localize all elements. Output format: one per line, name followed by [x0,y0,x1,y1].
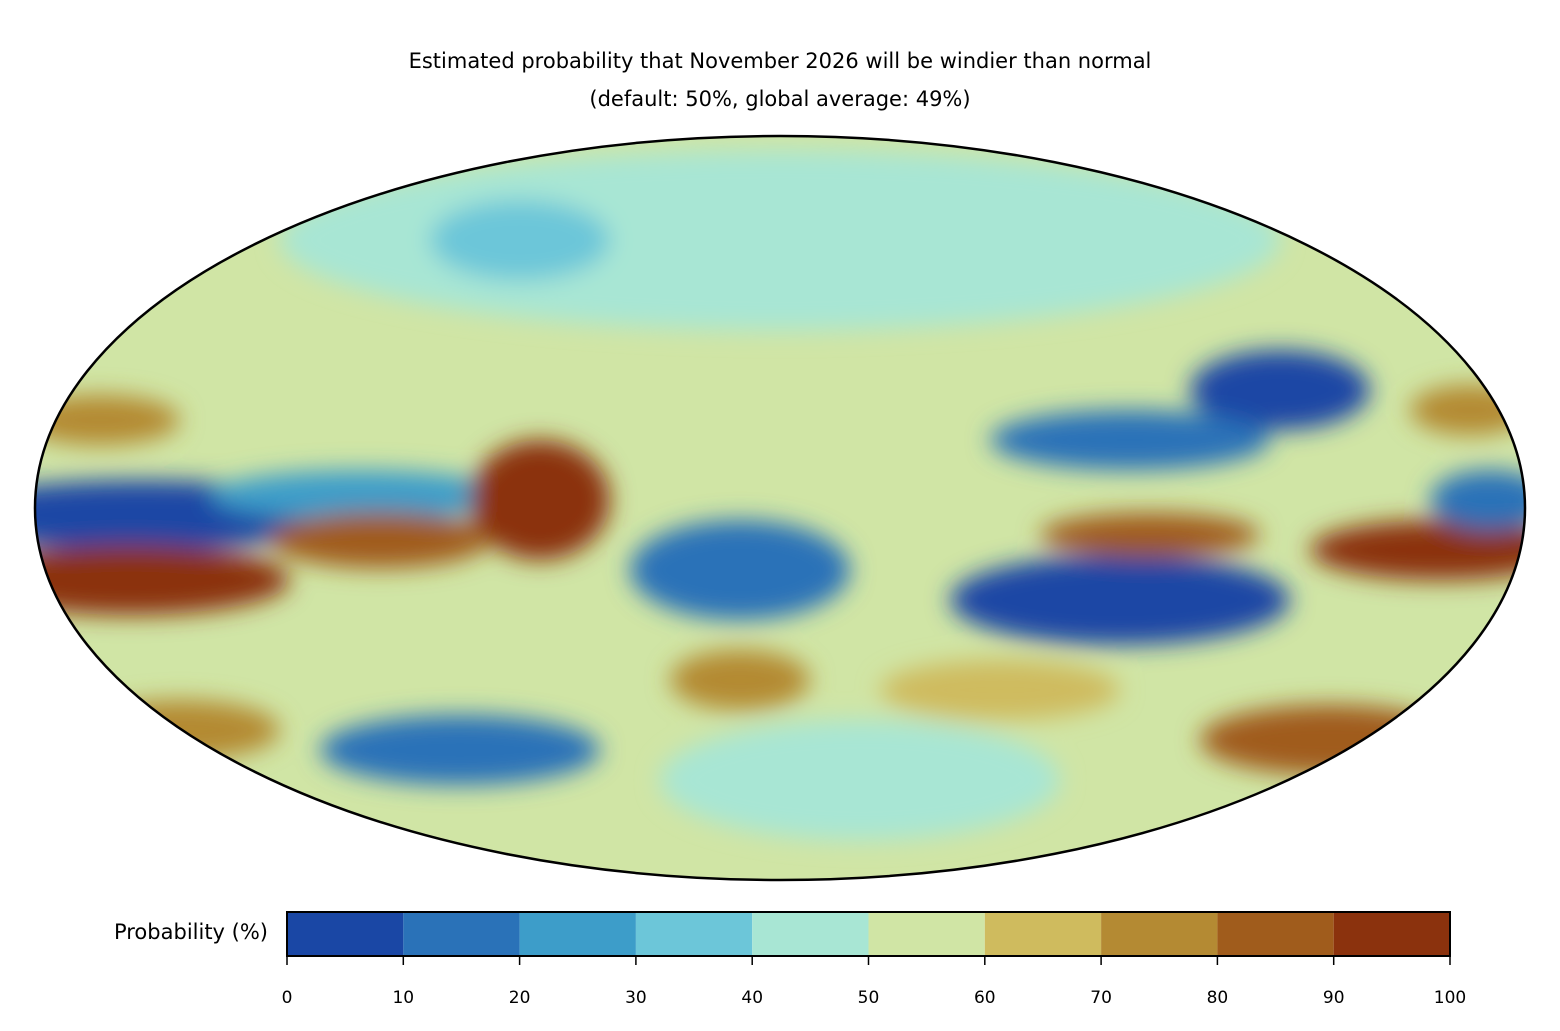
colorbar-segment [1333,912,1450,956]
tick-label: 30 [625,988,647,1008]
title-line: Estimated probability that November 2026… [409,49,1152,73]
tick-label: 100 [1434,988,1466,1008]
tick-label: 10 [392,988,414,1008]
colorbar-segment [1101,912,1218,956]
tick-label: 0 [282,988,293,1008]
colorbar-segment [519,912,636,956]
colorbar-segment [752,912,869,956]
tick-label: 20 [509,988,531,1008]
tick-label: 50 [858,988,880,1008]
map [35,136,1525,880]
colorbar-segment [1217,912,1334,956]
colorbar: 0 10 20 30 40 50 60 70 80 90 100 [282,911,1466,1008]
colorbar-label: Probability (%) [114,920,268,944]
subtitle-line: (default: 50%, global average: 49%) [589,87,970,111]
tick-label: 80 [1207,988,1229,1008]
colorbar-segment [635,912,753,956]
tick-label: 90 [1323,988,1345,1008]
colorbar-segment [287,912,404,956]
tick-label: 70 [1090,988,1112,1008]
colorbar-segment [868,912,985,956]
tick-label: 40 [741,988,763,1008]
tick-label: 60 [974,988,996,1008]
colorbar-segment [984,912,1102,956]
map-outline [33,134,1527,882]
colorbar-segment [403,912,520,956]
